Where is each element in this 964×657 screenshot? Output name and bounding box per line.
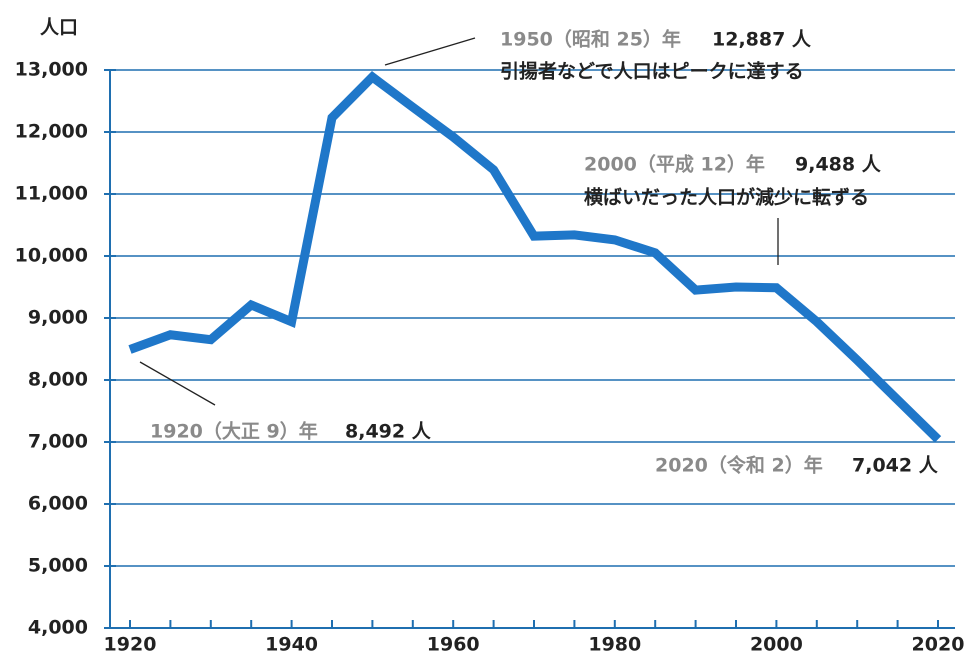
y-tick-label: 6,000 <box>28 493 88 515</box>
y-axis-label: 人口 <box>40 17 78 39</box>
annotation-year: 2000（平成 12）年 <box>584 153 765 176</box>
x-tick-label: 2000 <box>750 634 803 656</box>
annotation-year: 1950（昭和 25）年 <box>500 28 681 51</box>
annotation-value: 12,887 人 <box>712 29 812 51</box>
y-tick-label: 5,000 <box>28 555 88 577</box>
annotation-value: 9,488 人 <box>795 154 882 176</box>
annotation-leader <box>384 37 476 66</box>
x-tick-label: 1920 <box>104 634 157 656</box>
y-tick-label: 11,000 <box>15 183 88 205</box>
y-tick-label: 7,000 <box>28 431 88 453</box>
population-line <box>128 71 942 443</box>
x-tick-label: 2020 <box>912 634 964 656</box>
y-tick-label: 8,000 <box>28 369 88 391</box>
annotation-year: 1920（大正 9）年 <box>150 420 318 443</box>
annotation-leader <box>139 361 216 406</box>
x-tick-label: 1980 <box>588 634 641 656</box>
y-tick-label: 13,000 <box>15 59 88 81</box>
annotation-year: 2020（令和 2）年 <box>655 454 823 477</box>
annotation-value: 8,492 人 <box>345 421 432 443</box>
x-tick-label: 1960 <box>427 634 480 656</box>
annotation-note: 横ばいだった人口が減少に転ずる <box>584 186 869 209</box>
x-tick-label: 1940 <box>265 634 318 656</box>
y-tick-label: 9,000 <box>28 307 88 329</box>
y-tick-label: 4,000 <box>28 617 88 639</box>
annotation-note: 引揚者などで人口はピークに達する <box>500 60 804 83</box>
annotation-value: 7,042 人 <box>852 455 939 477</box>
y-tick-label: 12,000 <box>15 121 88 143</box>
y-tick-label: 10,000 <box>15 245 88 267</box>
